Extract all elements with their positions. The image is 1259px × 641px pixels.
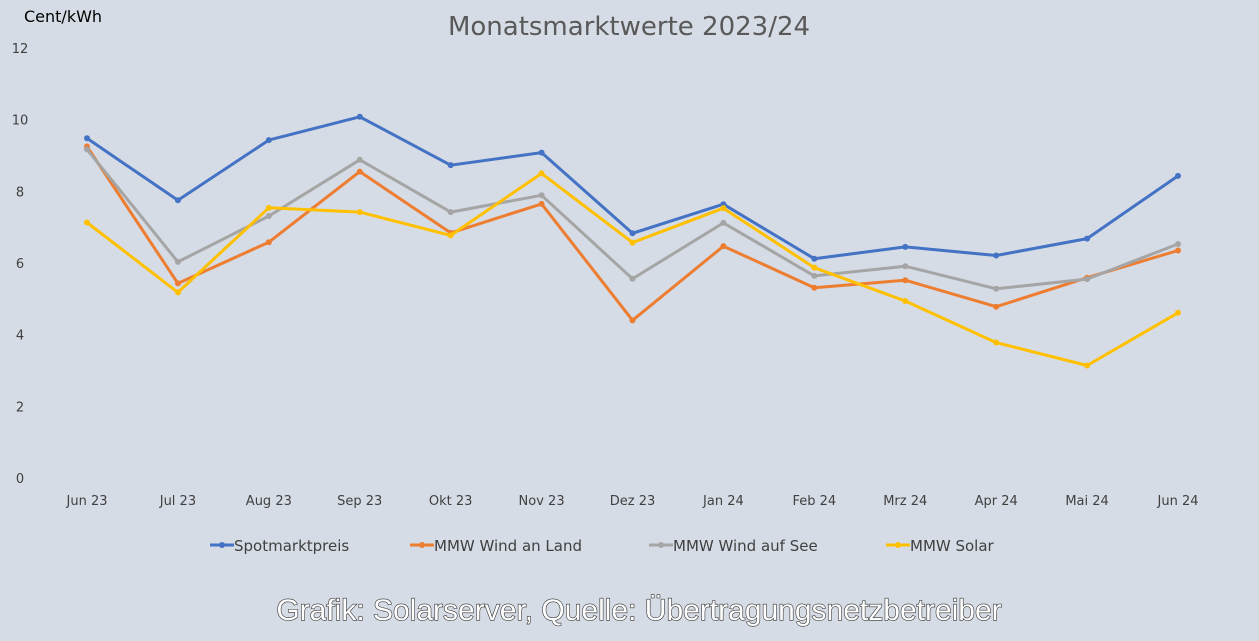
y-tick-label: 2 <box>16 400 24 415</box>
x-tick-label: Jun 23 <box>66 494 108 509</box>
data-point <box>265 137 272 144</box>
data-point <box>538 200 545 207</box>
data-point <box>993 303 1000 310</box>
data-point <box>1175 247 1181 254</box>
data-point <box>174 289 181 296</box>
data-point <box>720 243 727 250</box>
data-point <box>538 192 545 199</box>
series-line <box>85 115 1180 261</box>
x-tick-label: Mai 24 <box>1065 494 1108 509</box>
series-layer <box>84 113 1181 369</box>
data-point <box>902 297 909 304</box>
data-point <box>174 197 181 204</box>
x-tick-label: Apr 24 <box>975 494 1018 509</box>
data-point <box>265 239 272 246</box>
data-point <box>811 272 818 279</box>
x-tick-label: Jan 24 <box>702 494 744 509</box>
legend-item: Spotmarktpreis <box>210 537 349 555</box>
data-point <box>174 280 181 287</box>
source-caption: Grafik: Solarserver, Quelle: Übertragung… <box>276 594 1001 627</box>
data-point <box>629 230 636 237</box>
y-axis-ticks: 0 2 4 6 8 10 12 <box>12 42 29 487</box>
data-point <box>993 285 1000 292</box>
data-point <box>174 258 181 265</box>
data-point <box>1175 241 1181 248</box>
data-point <box>902 263 909 270</box>
y-tick-label: 0 <box>16 472 24 487</box>
legend-item: MMW Wind auf See <box>649 537 818 555</box>
data-point <box>84 135 90 142</box>
data-point <box>993 252 1000 259</box>
data-point <box>538 170 545 177</box>
data-point <box>629 275 636 282</box>
data-point <box>1175 309 1181 316</box>
y-tick-label: 10 <box>12 114 29 129</box>
legend: Spotmarktpreis MMW Wind an Land MMW Wind a… <box>210 537 995 555</box>
y-tick-label: 8 <box>16 185 24 200</box>
data-point <box>1084 276 1091 283</box>
data-point <box>356 168 363 175</box>
x-tick-label: Okt 23 <box>429 494 473 509</box>
data-point <box>811 284 818 291</box>
data-point <box>356 156 363 163</box>
series-1 <box>84 143 1181 324</box>
legend-swatch-marker <box>658 542 664 548</box>
x-tick-label: Mrz 24 <box>883 494 927 509</box>
legend-label: Spotmarktpreis <box>234 537 349 555</box>
data-point <box>447 209 454 216</box>
data-point <box>356 113 363 120</box>
data-point <box>902 243 909 250</box>
y-tick-label: 6 <box>16 257 24 272</box>
series-2 <box>84 146 1181 292</box>
legend-item: MMW Wind an Land <box>410 537 582 555</box>
series-line <box>85 147 1180 291</box>
x-tick-label: Nov 23 <box>519 494 565 509</box>
x-tick-label: Jul 23 <box>159 494 196 509</box>
legend-label: MMW Wind an Land <box>434 537 582 555</box>
data-point <box>811 264 818 271</box>
data-point <box>993 339 1000 346</box>
legend-swatch-marker <box>419 542 425 548</box>
data-point <box>447 162 454 169</box>
legend-swatch-marker <box>895 542 901 548</box>
x-tick-label: Feb 24 <box>792 494 836 509</box>
x-axis-ticks: Jun 23 Jul 23 Aug 23 Sep 23 Okt 23 Nov 23 Dez … <box>66 494 1199 509</box>
legend-swatch-marker <box>219 542 225 548</box>
data-point <box>1084 235 1091 242</box>
data-point <box>720 205 727 212</box>
y-tick-label: 12 <box>12 42 29 57</box>
data-point <box>265 204 272 211</box>
data-point <box>84 219 90 226</box>
data-point <box>902 277 909 284</box>
data-point <box>265 213 272 220</box>
data-point <box>447 232 454 239</box>
y-tick-label: 4 <box>16 329 24 344</box>
x-tick-label: Jun 24 <box>1157 494 1199 509</box>
data-point <box>629 239 636 246</box>
data-point <box>538 149 545 156</box>
series-line <box>85 171 1180 367</box>
data-point <box>356 209 363 216</box>
chart-title: Monatsmarktwerte 2023/24 <box>448 12 810 42</box>
series-3 <box>84 170 1181 369</box>
x-tick-label: Aug 23 <box>246 494 292 509</box>
data-point <box>811 255 818 262</box>
data-point <box>720 219 727 226</box>
data-point <box>84 146 90 153</box>
legend-label: MMW Wind auf See <box>673 537 818 555</box>
y-axis-unit-label: Cent/kWh <box>24 7 102 26</box>
data-point <box>1175 172 1181 179</box>
x-tick-label: Sep 23 <box>337 494 382 509</box>
series-0 <box>84 113 1181 262</box>
data-point <box>1084 362 1091 369</box>
legend-label: MMW Solar <box>910 537 995 555</box>
legend-item: MMW Solar <box>886 537 995 555</box>
x-tick-label: Dez 23 <box>610 494 656 509</box>
data-point <box>629 317 636 324</box>
